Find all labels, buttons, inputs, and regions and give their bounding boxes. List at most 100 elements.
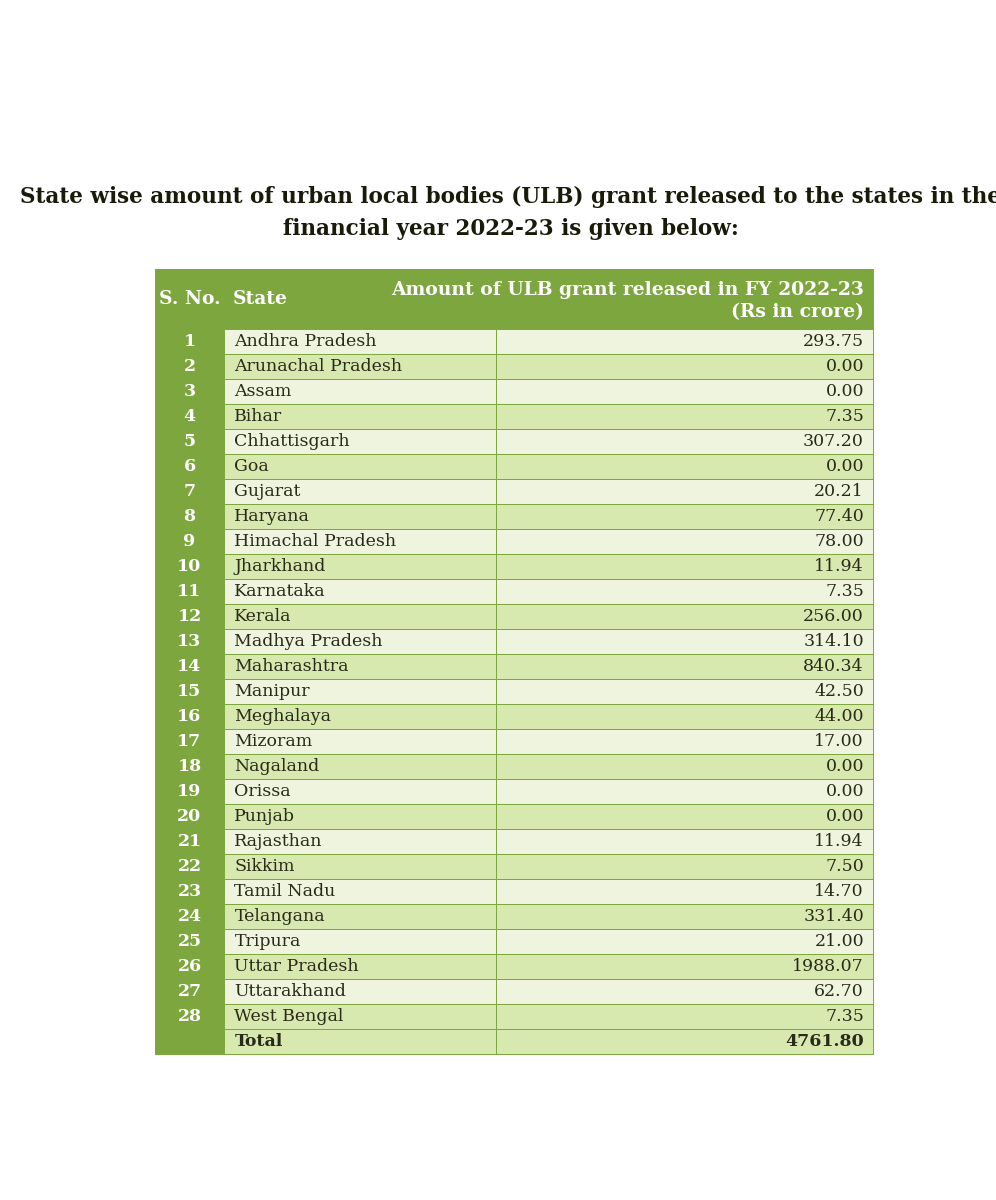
Bar [223,880,496,904]
Text: 21: 21 [177,833,201,850]
Text: Madhya Pradesh: Madhya Pradesh [234,632,382,650]
Text: 27: 27 [177,983,201,1000]
Text: 8: 8 [183,508,195,524]
Text: Tripura: Tripura [234,934,301,950]
Text: 20: 20 [177,808,201,826]
Text: 1988.07: 1988.07 [792,958,864,976]
Bar [223,1030,496,1054]
Bar [496,929,873,954]
Text: 0.00: 0.00 [826,383,864,400]
Text: 17: 17 [177,733,201,750]
Bar [155,504,223,529]
Text: Arunachal Pradesh: Arunachal Pradesh [234,358,402,374]
Bar [496,479,873,504]
Text: 7.35: 7.35 [825,583,864,600]
Bar [155,354,223,379]
Text: 3: 3 [183,383,195,400]
Text: 28: 28 [177,1008,201,1025]
Text: 840.34: 840.34 [804,658,864,674]
Text: 2: 2 [183,358,195,374]
Bar [496,954,873,979]
Bar [155,754,223,779]
Bar [223,854,496,880]
Text: 24: 24 [177,908,201,925]
Text: 1: 1 [183,332,195,350]
Bar [155,679,223,704]
Bar [496,804,873,829]
Bar [496,504,873,529]
Text: Mizoram: Mizoram [234,733,313,750]
Bar [496,329,873,354]
Text: Manipur: Manipur [234,683,310,700]
Bar [155,629,223,654]
Text: 77.40: 77.40 [815,508,864,524]
Text: Amount of ULB grant released in FY 2022-23: Amount of ULB grant released in FY 2022-… [391,281,864,299]
Bar [223,554,496,578]
Bar [496,829,873,854]
Text: 42.50: 42.50 [815,683,864,700]
Bar [155,604,223,629]
Text: Telangana: Telangana [234,908,325,925]
Text: 7.35: 7.35 [825,1008,864,1025]
Bar [496,1030,873,1054]
Text: 22: 22 [177,858,201,875]
Bar [223,904,496,929]
Text: 25: 25 [177,934,201,950]
Text: 19: 19 [177,784,201,800]
Text: 17.00: 17.00 [815,733,864,750]
Text: (Rs in crore): (Rs in crore) [731,302,864,320]
Text: Kerala: Kerala [234,608,292,625]
Text: 0.00: 0.00 [826,758,864,775]
Bar [496,754,873,779]
Text: State wise amount of urban local bodies (ULB) grant released to the states in th: State wise amount of urban local bodies … [20,186,996,240]
Text: Orissa: Orissa [234,784,291,800]
Text: Total: Total [234,1033,283,1050]
Bar [155,578,223,604]
Bar [496,854,873,880]
Text: 26: 26 [177,958,201,976]
Bar [155,880,223,904]
Bar [496,654,873,679]
Bar [223,428,496,454]
Text: Jharkhand: Jharkhand [234,558,326,575]
Text: Uttarakhand: Uttarakhand [234,983,347,1000]
Bar [496,728,873,754]
Text: Maharashtra: Maharashtra [234,658,349,674]
Text: 10: 10 [177,558,201,575]
Text: State: State [233,289,288,307]
Bar [223,754,496,779]
Text: 16: 16 [177,708,201,725]
Bar [223,704,496,728]
Bar [496,779,873,804]
Bar [496,704,873,728]
Bar [223,954,496,979]
Bar [223,654,496,679]
Text: Goa: Goa [234,458,269,475]
Text: Meghalaya: Meghalaya [234,708,332,725]
Bar [223,379,496,404]
Text: Nagaland: Nagaland [234,758,320,775]
Bar [496,604,873,629]
Text: 256.00: 256.00 [803,608,864,625]
Bar [223,529,496,554]
Bar [223,829,496,854]
Bar [496,354,873,379]
Bar [155,654,223,679]
Bar [155,428,223,454]
Bar [496,880,873,904]
Bar [155,854,223,880]
Bar [496,629,873,654]
Bar [496,428,873,454]
Text: Chhattisgarh: Chhattisgarh [234,433,350,450]
Text: 15: 15 [177,683,201,700]
Bar [155,379,223,404]
Text: 4: 4 [183,408,195,425]
Text: Andhra Pradesh: Andhra Pradesh [234,332,376,350]
Text: 14.70: 14.70 [815,883,864,900]
Text: Sikkim: Sikkim [234,858,295,875]
Bar [155,404,223,428]
Bar [496,404,873,428]
Text: 20.21: 20.21 [815,482,864,500]
Text: 21.00: 21.00 [815,934,864,950]
Bar [496,379,873,404]
